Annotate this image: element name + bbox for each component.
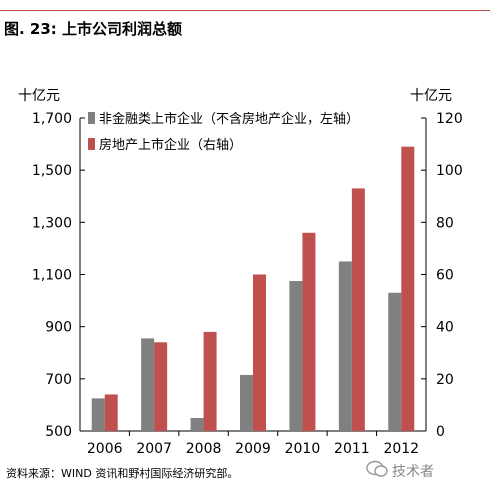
bar-real-estate: [401, 146, 415, 432]
bar-real-estate: [154, 342, 168, 431]
x-axis-tick-label: 2012: [383, 441, 419, 457]
legend-label-real-estate: 房地产上市企业（右轴）: [99, 137, 242, 153]
watermark: 技术者: [392, 464, 434, 480]
top-rule: [0, 10, 490, 11]
x-axis-tick-label: 2011: [334, 441, 370, 457]
bar-non-financial: [338, 261, 352, 431]
x-axis-tick-label: 2008: [186, 441, 222, 457]
right-axis-unit-label: 十亿元: [410, 88, 452, 104]
left-axis-tick-label: 500: [45, 424, 72, 440]
right-axis-tick-label: 20: [436, 372, 454, 388]
bar-non-financial: [141, 338, 155, 431]
right-axis-tick-label: 0: [436, 424, 445, 440]
bar-real-estate: [203, 331, 217, 431]
left-axis-tick-label: 700: [45, 372, 72, 388]
bar-real-estate: [253, 274, 266, 431]
left-axis-unit-label: 十亿元: [18, 88, 60, 104]
left-axis-tick-label: 900: [45, 320, 72, 336]
right-axis-tick-label: 120: [436, 111, 463, 127]
bar-real-estate: [104, 394, 118, 431]
right-axis-tick-label: 80: [436, 215, 454, 231]
source-note: 资料来源：WIND 资讯和野村国际经济研究部。: [6, 467, 239, 480]
legend-label-non-financial: 非金融类上市企业（不含房地产企业，左轴）: [99, 111, 359, 127]
right-axis-tick-label: 60: [436, 268, 454, 284]
x-axis-tick-label: 2009: [235, 441, 271, 457]
bar-non-financial: [190, 417, 204, 431]
bar-non-financial: [240, 374, 253, 431]
left-axis-tick-label: 1,500: [32, 163, 72, 179]
bar-non-financial: [91, 398, 105, 431]
bar-non-financial: [388, 292, 402, 431]
x-axis-tick-label: 2006: [87, 441, 123, 457]
right-axis-tick-label: 100: [436, 163, 463, 179]
x-axis-tick-label: 2007: [136, 441, 172, 457]
legend-swatch-real-estate: [88, 138, 95, 150]
right-axis-tick-label: 40: [436, 320, 454, 336]
x-axis-tick-label: 2010: [285, 441, 321, 457]
bar-non-financial: [289, 281, 303, 431]
left-axis-tick-label: 1,100: [32, 268, 72, 284]
left-axis-tick-label: 1,700: [32, 111, 72, 127]
figure-title: 图. 23: 上市公司利润总额: [4, 20, 183, 38]
wechat-icon: [366, 460, 388, 477]
bar-real-estate: [351, 188, 365, 431]
legend-swatch-non-financial: [88, 112, 95, 124]
left-axis-tick-label: 1,300: [32, 215, 72, 231]
bar-real-estate: [302, 232, 316, 431]
